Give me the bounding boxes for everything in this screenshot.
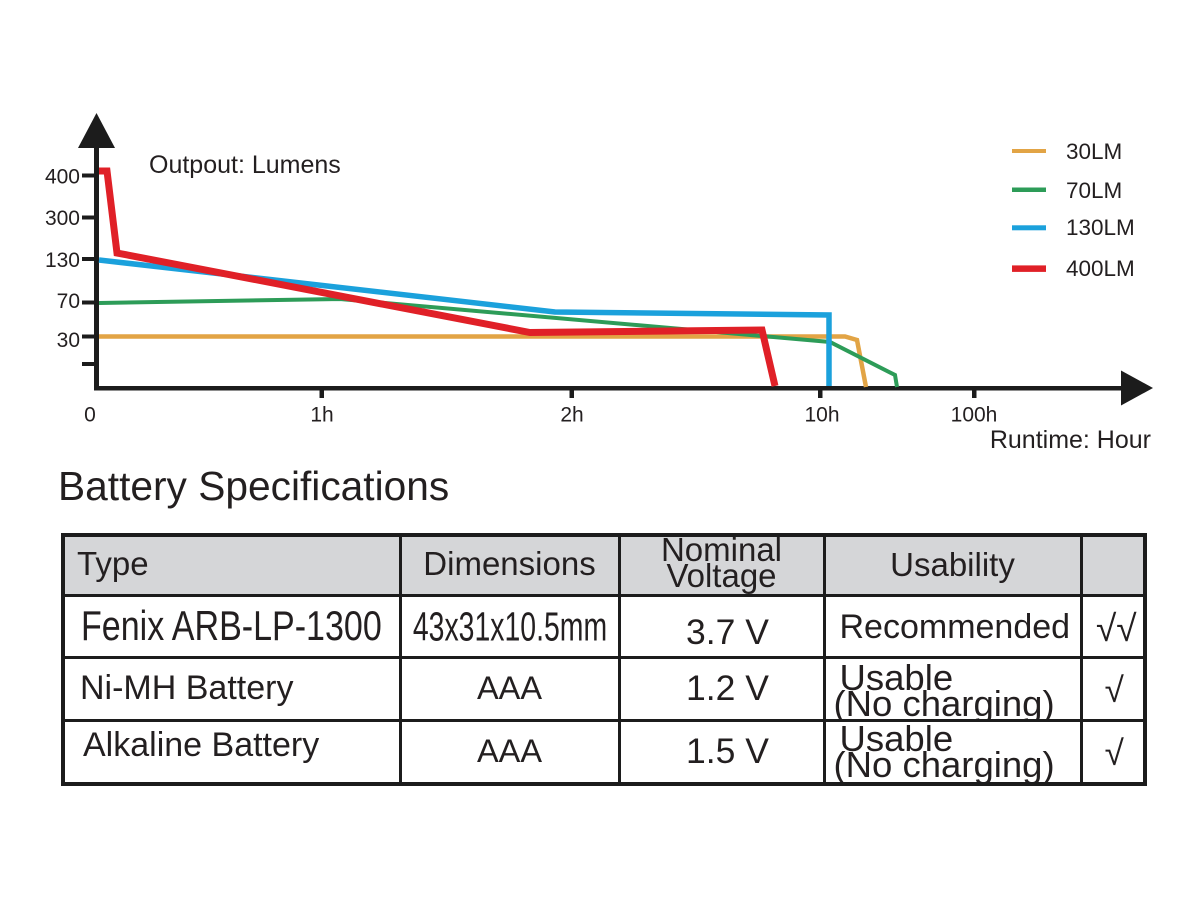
svg-text:Runtime: Hour: Runtime: Hour (990, 426, 1151, 454)
svg-text:400LM: 400LM (1066, 256, 1135, 281)
svg-text:2h: 2h (560, 404, 583, 427)
svg-text:30: 30 (57, 329, 80, 352)
svg-text:130LM: 130LM (1066, 215, 1135, 240)
svg-text:10h: 10h (804, 404, 839, 427)
svg-text:100h: 100h (951, 404, 998, 427)
svg-text:30LM: 30LM (1066, 139, 1122, 164)
svg-text:Outpout: Lumens: Outpout: Lumens (149, 151, 341, 179)
svg-text:0: 0 (84, 404, 96, 427)
svg-text:400: 400 (45, 166, 80, 189)
svg-text:300: 300 (45, 207, 80, 230)
svg-text:1h: 1h (310, 404, 333, 427)
svg-text:70: 70 (57, 290, 80, 313)
svg-text:130: 130 (45, 249, 80, 272)
svg-text:70LM: 70LM (1066, 178, 1122, 203)
